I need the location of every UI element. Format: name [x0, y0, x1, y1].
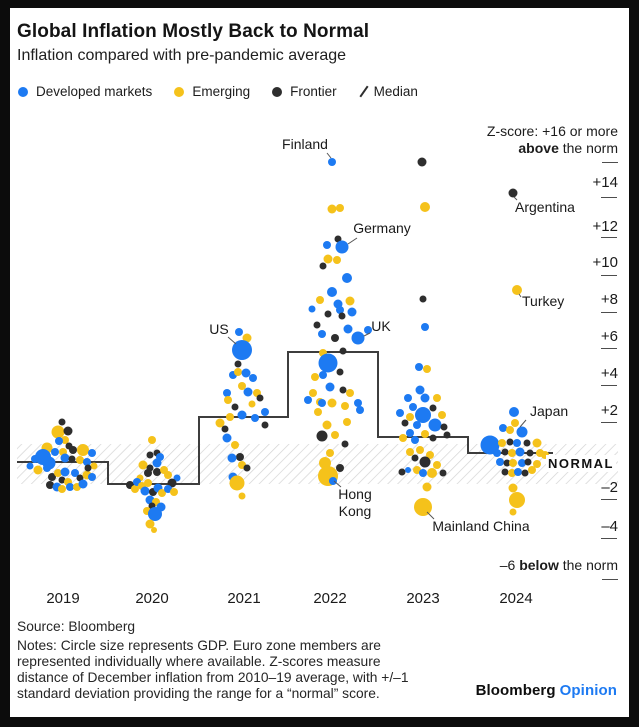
country-label-argentina: Argentina: [515, 199, 575, 215]
page-title: Global Inflation Mostly Back to Normal: [17, 21, 370, 42]
logo-opinion: Opinion: [559, 682, 617, 699]
x-year-label-2022: 2022: [313, 590, 347, 607]
page-subtitle: Inflation compared with pre-pandemic ave…: [17, 47, 347, 64]
legend-label: Developed markets: [36, 84, 153, 99]
legend-item-developed: Developed markets: [18, 84, 152, 99]
y-tick-label: –2: [601, 479, 618, 496]
source-line: Source: Bloomberg: [17, 619, 136, 634]
y-tick-mark: [601, 538, 617, 539]
country-label-japan: Japan: [530, 403, 569, 419]
notes-line: Notes: Circle size represents GDP. Euro …: [17, 638, 381, 654]
y-tick-label: +4: [600, 365, 618, 382]
country-label-germany: Germany: [353, 220, 411, 236]
x-year-label-2021: 2021: [227, 590, 261, 607]
notes-line: represented individually where available…: [17, 654, 381, 670]
legend-label: Frontier: [290, 84, 337, 99]
legend-item-emerging: Emerging: [174, 84, 250, 99]
developed-dot-icon: [18, 86, 28, 97]
legend-label: Emerging: [192, 84, 251, 99]
y-tick-label: +14: [592, 174, 618, 191]
y-tick-mark: [601, 237, 617, 238]
y-tick-label: +2: [600, 402, 618, 419]
country-label-finland: Finland: [282, 136, 328, 152]
y-tick-mark: [601, 197, 617, 198]
y-tick-label: +8: [600, 291, 618, 308]
legend-label: Median: [373, 84, 418, 99]
y-tick-mark: [601, 312, 617, 313]
y-tick-label: +12: [592, 218, 618, 235]
legend-item-frontier: Frontier: [272, 84, 337, 99]
y-tick-label: +10: [592, 254, 618, 271]
y-tick-mark: [601, 275, 617, 276]
country-label-turkey: Turkey: [522, 293, 565, 309]
y-tick-mark: [601, 422, 617, 423]
y-tick-mark: [601, 385, 617, 386]
median-slash-icon: [359, 85, 369, 98]
legend-item-median: Median: [359, 84, 418, 99]
emerging-dot-icon: [174, 86, 185, 97]
zscore-line2: above the norm: [518, 140, 618, 156]
country-label-uk: UK: [371, 318, 391, 334]
logo-bloomberg: Bloomberg: [475, 682, 556, 699]
country-label-us: US: [209, 321, 229, 337]
zscore-line1: Z-score: +16 or more: [486, 123, 618, 139]
legend: Developed markets Emerging Frontier Medi…: [18, 84, 440, 99]
notes-line: standard deviation providing the range f…: [17, 685, 380, 701]
x-year-label-2023: 2023: [406, 590, 440, 607]
below-norm-annotation: –6 below the norm: [500, 557, 618, 580]
y-tick-label: +6: [600, 328, 618, 345]
y-tick-mark: [601, 499, 617, 500]
frontier-dot-icon: [272, 86, 283, 97]
bloomberg-opinion-logo: Bloomberg Opinion: [476, 682, 617, 699]
x-year-label-2019: 2019: [46, 590, 80, 607]
country-label-mainland-china: Mainland China: [432, 518, 530, 534]
y-tick-label: –4: [601, 518, 618, 535]
axis-tick: [602, 579, 618, 580]
chart-card: [10, 8, 629, 717]
normal-band-label: NORMAL: [545, 455, 616, 472]
y-tick-mark: [601, 348, 617, 349]
x-year-label-2020: 2020: [135, 590, 169, 607]
country-label-hong-kong: Hong Kong: [338, 486, 372, 519]
zscore-annotation: Z-score: +16 or more above the norm: [487, 123, 618, 163]
x-year-label-2024: 2024: [499, 590, 533, 607]
axis-tick: [602, 162, 618, 163]
footer-text: Source: Bloomberg Notes: Circle size rep…: [17, 619, 409, 701]
notes-line: distance of December inflation from 2010…: [17, 669, 409, 685]
